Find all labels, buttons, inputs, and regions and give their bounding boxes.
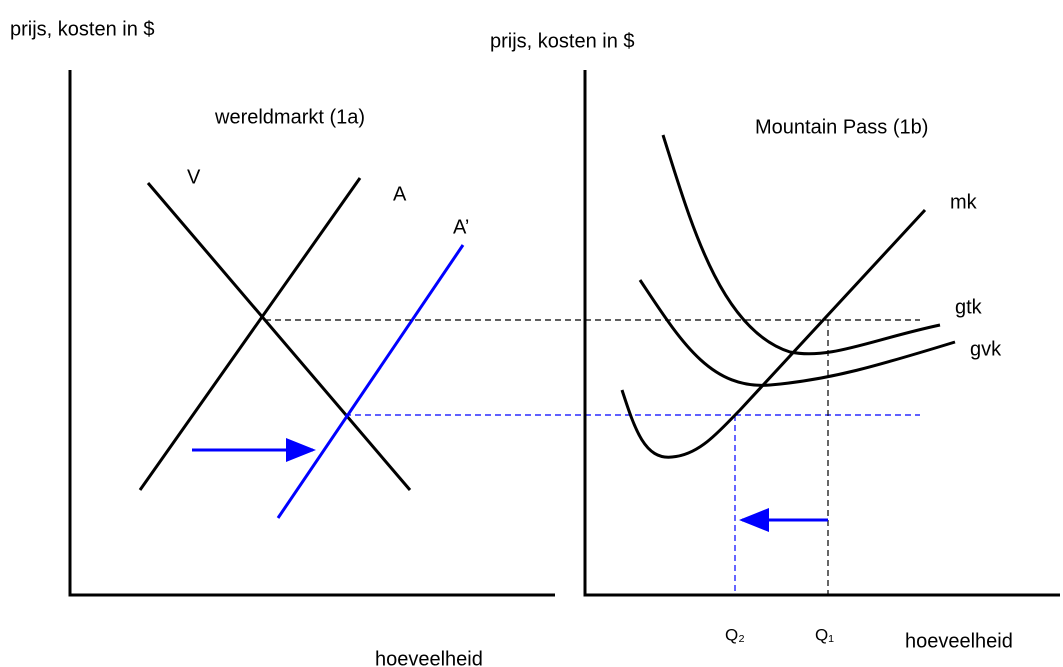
curve-label: gvk	[970, 338, 1002, 360]
curve-a-prime	[276, 244, 465, 519]
curve-gvk	[638, 279, 956, 387]
panel-title: Mountain Pass (1b)	[755, 116, 928, 138]
curve-label: A	[393, 183, 407, 205]
panel-title: wereldmarkt (1a)	[214, 106, 365, 128]
curve-gtk	[661, 134, 941, 356]
y-axis-label: prijs, kosten in $	[10, 18, 155, 40]
curve-a	[138, 177, 362, 491]
curve-label: gtk	[955, 296, 983, 318]
x-axis-label: hoeveelheid	[375, 648, 483, 667]
curve-v	[146, 182, 412, 491]
quantity-label: Q₂	[725, 625, 745, 644]
x-axis-label: hoeveelheid	[905, 630, 1013, 652]
curve-label: A’	[453, 216, 469, 238]
y-axis-label: prijs, kosten in $	[490, 30, 635, 52]
curve-label: V	[187, 166, 201, 188]
curve-label: mk	[950, 191, 978, 213]
quantity-label: Q₁	[815, 625, 834, 644]
curve-mk	[620, 208, 927, 459]
left-axes	[68, 70, 555, 597]
right-axes	[583, 70, 1060, 597]
